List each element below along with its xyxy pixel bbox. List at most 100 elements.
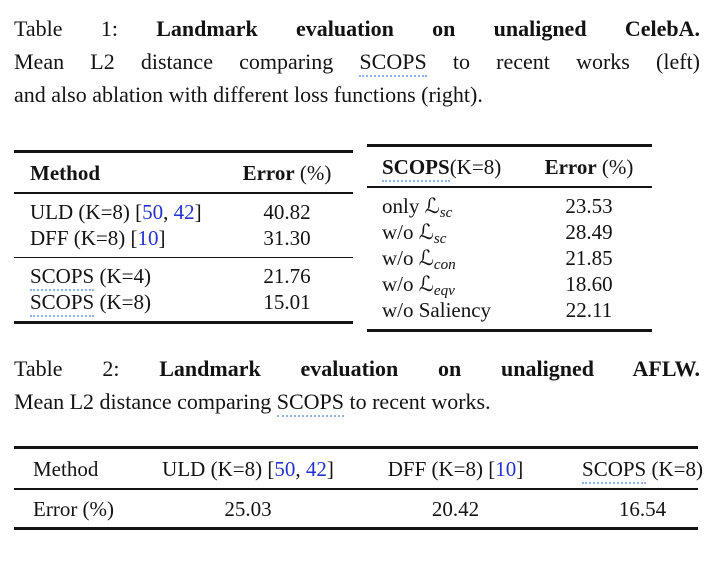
ablation-cell: w/o ℒeqv: [382, 271, 455, 299]
ablation-prefix: w/o: [382, 220, 419, 244]
error-cell: 25.03: [224, 497, 272, 521]
table-row: ULD (K=8) [50, 42] 40.82: [14, 199, 353, 225]
scops-link[interactable]: SCOPS: [359, 49, 427, 77]
error-bold: Error: [544, 155, 597, 179]
table1-caption-line3: and also ablation with different loss fu…: [14, 78, 700, 111]
method-text: ULD (K=8) [: [162, 457, 275, 481]
method-text: ]: [158, 226, 166, 250]
method-text: (K=4): [94, 264, 151, 288]
caption-text: to recent works (left): [452, 49, 701, 74]
scops-link[interactable]: SCOPS: [582, 457, 647, 484]
table1-caption-line1: Table 1: Landmark evaluation on unaligne…: [14, 12, 700, 45]
method-text: DFF (K=8) [: [387, 457, 496, 481]
table1-caption-title: Landmark evaluation on unaligned CelebA.: [156, 16, 701, 41]
scops-link[interactable]: SCOPS: [30, 290, 95, 317]
error-cell: 40.82: [263, 200, 311, 224]
k-value: (K=8): [646, 457, 703, 481]
error-bold: Error: [242, 161, 295, 185]
citation[interactable]: 42: [305, 457, 327, 481]
table2-data-row: Error (%) 25.03 20.42 16.54: [14, 490, 698, 527]
loss-subscript: eqv: [433, 282, 455, 299]
ablation-cell: w/o ℒsc: [382, 219, 447, 247]
error-cell: 21.76: [263, 264, 311, 288]
table-row: w/o Saliency 22.11: [367, 297, 652, 323]
column-header-scops: SCOPS(K=8): [382, 155, 502, 182]
error-cell: 22.11: [565, 298, 613, 322]
table1-right-ablation: SCOPS(K=8) Error (%) only ℒsc 23.53 w/o …: [367, 144, 652, 332]
column-header-error: Error (%): [534, 155, 644, 179]
error-unit: (%): [299, 161, 332, 185]
error-cell: 15.01: [263, 290, 311, 314]
ablation-text: Saliency: [418, 298, 492, 322]
error-unit: (%): [601, 155, 634, 179]
citation[interactable]: 10: [495, 457, 517, 481]
loss-subscript: sc: [433, 230, 447, 247]
citation[interactable]: 10: [137, 226, 159, 250]
table1-left-comparison: Method Error (%) ULD (K=8) [50, 42] 40.8…: [14, 150, 353, 324]
row-label-error: Error (%): [33, 497, 115, 521]
k-value: (K=8): [449, 155, 502, 179]
column-header-dff: DFF (K=8) [10]: [343, 456, 568, 482]
method-cell: ULD (K=8) [50, 42]: [30, 199, 202, 225]
table1-left-group-scops: SCOPS (K=4) 21.76 SCOPS (K=8) 15.01: [14, 258, 353, 321]
error-cell: 21.85: [565, 246, 613, 270]
method-cell: DFF (K=8) [10]: [30, 225, 166, 251]
table2-caption-label: Table 2:: [14, 356, 120, 381]
caption-text: and also ablation with different loss fu…: [14, 82, 483, 107]
error-cell: 28.49: [565, 220, 613, 244]
cite-separator: ,: [295, 457, 306, 481]
scops-link[interactable]: SCOPS: [30, 264, 95, 291]
method-text: DFF (K=8) [: [30, 226, 138, 250]
loss-symbol: ℒ: [418, 246, 434, 270]
ablation-cell: w/o ℒcon: [382, 245, 456, 273]
table2-caption-line1: Table 2: Landmark evaluation on unaligne…: [14, 352, 700, 385]
table-row: w/o ℒsc 28.49: [367, 219, 652, 247]
table1-caption-line2: Mean L2 distance comparing SCOPS to rece…: [14, 45, 700, 78]
error-cell: 20.42: [431, 497, 480, 521]
table1-right-header-row: SCOPS(K=8) Error (%): [367, 147, 652, 188]
table-row: only ℒsc 23.53: [367, 193, 652, 221]
table2-caption-line2: Mean L2 distance comparing SCOPS to rece…: [14, 385, 700, 418]
table2-caption-title: Landmark evaluation on unaligned AFLW.: [159, 356, 701, 381]
table-row: w/o ℒcon 21.85: [367, 245, 652, 273]
column-header-method: Method: [33, 457, 99, 481]
caption-text: to recent works.: [349, 389, 491, 414]
loss-symbol: ℒ: [424, 194, 440, 218]
table1-caption-label: Table 1:: [14, 16, 118, 41]
table1-left-group-baselines: ULD (K=8) [50, 42] 40.82 DFF (K=8) [10] …: [14, 194, 353, 258]
table1-right-body: only ℒsc 23.53 w/o ℒsc 28.49 w/o ℒcon 21…: [367, 188, 652, 329]
ablation-prefix: w/o: [382, 246, 419, 270]
method-text: ULD (K=8) [: [30, 200, 143, 224]
caption-text: Mean L2 distance comparing: [14, 389, 272, 414]
method-cell: SCOPS (K=4): [30, 263, 151, 291]
loss-subscript: sc: [439, 204, 453, 221]
method-text: ]: [516, 457, 524, 481]
table2-aflw: Method ULD (K=8) [50, 42] DFF (K=8) [10]…: [14, 446, 703, 530]
cite-separator: ,: [163, 200, 174, 224]
scops-link[interactable]: SCOPS: [382, 155, 450, 182]
citation[interactable]: 50: [142, 200, 164, 224]
citation[interactable]: 42: [173, 200, 195, 224]
column-header-scops: SCOPS (K=8): [568, 456, 712, 484]
table2-caption: Table 2: Landmark evaluation on unaligne…: [14, 352, 700, 418]
error-cell: 31.30: [263, 226, 311, 250]
ablation-prefix: w/o: [382, 298, 419, 322]
ablation-cell: only ℒsc: [382, 193, 453, 221]
ablation-cell: w/o Saliency: [382, 297, 491, 323]
scops-link[interactable]: SCOPS: [276, 389, 344, 417]
table-row: w/o ℒeqv 18.60: [367, 271, 652, 299]
loss-subscript: con: [433, 256, 456, 273]
column-header-uld: ULD (K=8) [50, 42]: [153, 456, 343, 482]
table-row: SCOPS (K=8) 15.01: [14, 289, 353, 317]
ablation-prefix: only: [382, 194, 425, 218]
method-text: (K=8): [94, 290, 151, 314]
method-text: ]: [194, 200, 202, 224]
table-row: DFF (K=8) [10] 31.30: [14, 225, 353, 251]
column-header-method: Method: [30, 161, 100, 185]
table-row: SCOPS (K=4) 21.76: [14, 263, 353, 291]
citation[interactable]: 50: [274, 457, 296, 481]
ablation-prefix: w/o: [382, 272, 419, 296]
error-cell: 18.60: [565, 272, 613, 296]
loss-symbol: ℒ: [418, 272, 434, 296]
